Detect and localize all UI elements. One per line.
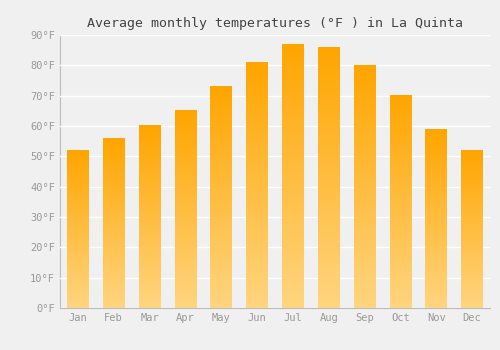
Title: Average monthly temperatures (°F ) in La Quinta: Average monthly temperatures (°F ) in La…: [87, 17, 463, 30]
